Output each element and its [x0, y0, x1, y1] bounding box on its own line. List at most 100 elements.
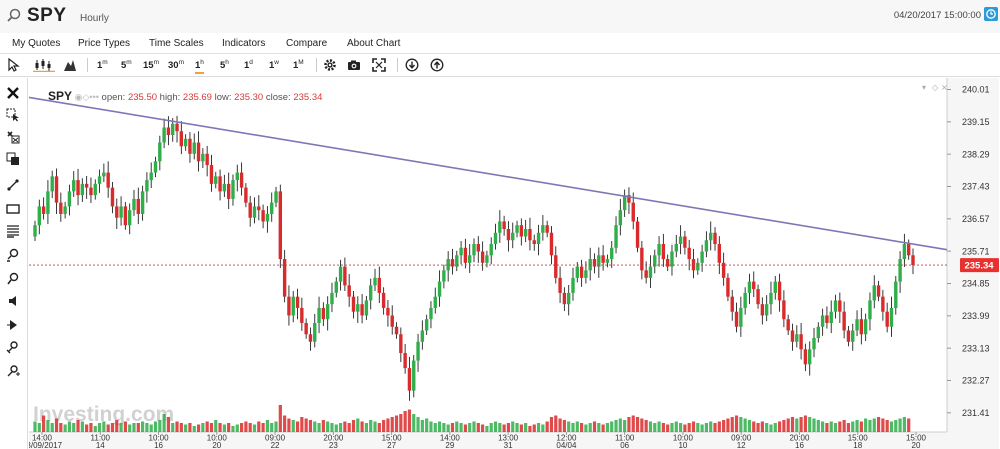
volume-bar	[907, 418, 911, 432]
candle-body	[330, 292, 334, 305]
panel-collapse-icon[interactable]: ▾	[922, 83, 926, 92]
menu-my-quotes[interactable]: My Quotes	[12, 38, 61, 49]
cursor-icon[interactable]	[6, 58, 20, 72]
timeframe-1m-button[interactable]: 1m	[97, 59, 108, 72]
candle-body	[80, 183, 85, 196]
menu-bar: My Quotes Price Types Time Scales Indica…	[0, 33, 1000, 54]
candle-body	[661, 244, 666, 260]
volume-bar	[326, 421, 330, 432]
volume-bar	[119, 423, 123, 432]
panel-settings-icon[interactable]: ◇	[932, 83, 939, 92]
candle-body	[571, 277, 575, 293]
volume-bar	[601, 424, 605, 432]
volume-bar	[511, 421, 515, 432]
candle-body	[523, 228, 528, 237]
candle-body	[270, 202, 274, 214]
candlestick-type-icon[interactable]	[33, 58, 55, 72]
visibility-eye-icon[interactable]: ◉◇•••	[74, 92, 99, 102]
time-tick-date-label: 16	[795, 441, 804, 449]
trendline-tool-icon[interactable]	[6, 178, 20, 192]
timeframe-1w-button[interactable]: 1w	[269, 59, 279, 72]
price-tick-label: 232.27	[962, 376, 990, 386]
candle-body	[825, 315, 829, 323]
menu-compare[interactable]: Compare	[286, 38, 328, 49]
copy-icon[interactable]	[6, 152, 20, 166]
menu-price-types[interactable]: Price Types	[78, 38, 131, 49]
volume-bar	[317, 423, 321, 432]
magnet-tool-icon[interactable]	[6, 272, 20, 286]
volume-bar	[214, 420, 218, 432]
time-axis-ticks: 14:0003/09/201711:001410:001610:002009:0…	[29, 432, 927, 449]
timeframe-1h-button[interactable]: 1h	[195, 59, 204, 75]
volume-bar	[476, 423, 480, 432]
menu-indicators[interactable]: Indicators	[222, 38, 266, 49]
volume-bar	[46, 420, 50, 432]
search-icon[interactable]	[6, 8, 22, 24]
candle-body	[786, 319, 790, 331]
volume-bar	[218, 423, 222, 432]
candle-body	[846, 330, 851, 342]
candle-body	[683, 236, 687, 248]
timeframe-30m-button[interactable]: 30m	[168, 59, 184, 72]
select-tool-icon[interactable]	[6, 108, 20, 122]
timeframe-1M-button[interactable]: 1M	[293, 59, 304, 72]
candle-body	[222, 183, 227, 192]
price-chart[interactable]: Investing.com 240.01 239.15 238.29 237.43 23…	[29, 78, 999, 449]
cloud-download-icon[interactable]	[405, 58, 419, 72]
time-axis-background	[29, 432, 947, 449]
volume-bar	[545, 421, 549, 432]
volume-bar	[450, 423, 455, 432]
candle-body	[838, 300, 842, 312]
volume-bar	[717, 421, 721, 432]
volume-bar	[89, 423, 93, 432]
camera-icon[interactable]	[347, 58, 361, 72]
volume-bar	[627, 417, 631, 432]
area-type-icon[interactable]	[63, 58, 77, 72]
timeframe-5h-button[interactable]: 5h	[220, 59, 229, 72]
zoom-tool-icon[interactable]	[6, 364, 20, 378]
candle-body	[713, 232, 717, 245]
timeframe-1d-button[interactable]: 1d	[244, 59, 253, 72]
volume-bar	[399, 414, 403, 432]
candle-body	[644, 270, 648, 278]
timeframe-15m-button[interactable]: 15m	[143, 59, 159, 72]
volume-bar	[756, 423, 760, 432]
candle-body	[687, 247, 691, 260]
candle-body	[717, 244, 722, 263]
rectangle-tool-icon[interactable]	[6, 202, 20, 216]
clock-icon[interactable]	[984, 7, 998, 21]
price-tick-label: 233.99	[962, 311, 990, 321]
arrow-tool-icon[interactable]	[6, 318, 20, 332]
volume-bar	[196, 424, 201, 432]
speaker-tool-icon[interactable]	[6, 294, 20, 308]
brush-tool-icon[interactable]	[6, 248, 20, 262]
measure-tool-icon[interactable]	[6, 340, 20, 354]
trendline[interactable]	[29, 96, 948, 251]
candle-body	[558, 277, 562, 293]
candle-body	[390, 315, 394, 327]
candle-body	[549, 232, 554, 256]
trash-icon[interactable]	[6, 130, 20, 144]
volume-bar	[803, 415, 808, 432]
watermark-logo: Investing.com	[33, 403, 174, 426]
timeframe-5m-button[interactable]: 5m	[121, 59, 132, 72]
toolbar: 1m 5m 15m 30m 1h 5h 1d 1w 1M	[0, 54, 1000, 77]
menu-time-scales[interactable]: Time Scales	[149, 38, 204, 49]
candle-body	[812, 338, 816, 350]
close-icon[interactable]	[6, 86, 20, 100]
volume-bar	[631, 415, 635, 432]
volume-bars	[33, 405, 911, 432]
fullscreen-icon[interactable]	[372, 58, 386, 72]
candle-body	[416, 341, 420, 361]
time-tick-date-label: 04/04	[556, 441, 577, 449]
candlesticks	[33, 115, 915, 401]
panel-close-icon[interactable]: ×	[941, 83, 948, 92]
menu-about-chart[interactable]: About Chart	[347, 38, 401, 49]
gear-icon[interactable]	[323, 58, 337, 72]
volume-bar	[227, 423, 231, 432]
fibonacci-tool-icon[interactable]	[6, 224, 20, 238]
volume-bar	[162, 414, 166, 432]
candle-body	[885, 311, 889, 327]
cloud-upload-icon[interactable]	[430, 58, 444, 72]
volume-bar	[618, 418, 622, 432]
